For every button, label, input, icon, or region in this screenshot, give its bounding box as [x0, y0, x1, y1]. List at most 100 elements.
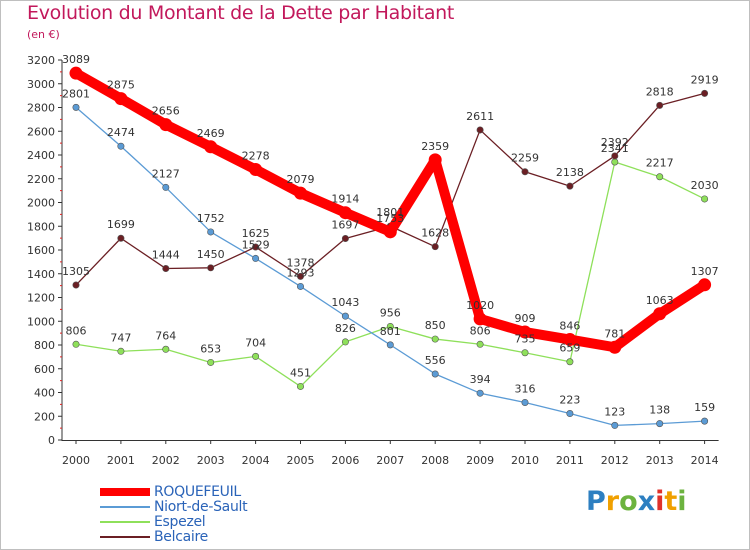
data-point-roquefeuil	[159, 118, 173, 132]
x-tick-label: 2009	[466, 454, 494, 467]
data-label-belcaire: 2818	[646, 85, 674, 98]
data-label-belcaire: 1697	[331, 218, 359, 231]
data-label-espezel: 2341	[601, 142, 629, 155]
series-line-espezel	[75, 161, 706, 388]
legend-swatch-belcaire	[100, 535, 150, 538]
data-label-roquefeuil: 2469	[197, 127, 225, 140]
data-point-roquefeuil	[294, 186, 307, 200]
x-tick-label: 2006	[331, 454, 359, 467]
legend-item-belcaire: Belcaire	[100, 528, 247, 545]
data-point-niort-de-sault	[701, 417, 709, 425]
y-tick-label: 600	[34, 363, 55, 376]
data-label-roquefeuil: 2656	[152, 105, 180, 118]
x-tick-label: 2010	[511, 454, 539, 467]
x-tick-label: 2004	[242, 454, 270, 467]
data-point-espezel	[162, 345, 170, 353]
data-label-niort-de-sault: 123	[604, 405, 625, 418]
legend-swatch-niort	[100, 505, 150, 508]
data-point-niort-de-sault	[431, 370, 439, 378]
data-point-belcaire	[207, 264, 215, 272]
data-point-roquefeuil	[473, 312, 487, 326]
data-label-espezel: 806	[66, 324, 87, 337]
data-point-espezel	[431, 335, 439, 343]
data-label-niort-de-sault: 1293	[287, 266, 315, 279]
data-point-espezel	[252, 352, 260, 360]
data-point-niort-de-sault	[476, 389, 484, 397]
data-label-espezel: 2030	[691, 179, 719, 192]
x-tick-label: 2005	[287, 454, 315, 467]
data-point-espezel	[521, 349, 529, 357]
data-label-niort-de-sault: 556	[425, 354, 446, 367]
data-label-belcaire: 1801	[376, 206, 404, 219]
data-label-belcaire: 2259	[511, 152, 539, 165]
data-label-roquefeuil: 1914	[331, 193, 359, 206]
data-label-belcaire: 2138	[556, 166, 584, 179]
data-label-niort-de-sault: 159	[694, 401, 715, 414]
x-tick-label: 2000	[62, 454, 90, 467]
data-label-niort-de-sault: 223	[559, 394, 580, 407]
data-label-espezel: 826	[335, 322, 356, 335]
data-label-espezel: 735	[515, 333, 536, 346]
data-label-roquefeuil: 1063	[646, 294, 674, 307]
data-label-espezel: 2217	[646, 157, 674, 170]
data-label-roquefeuil: 846	[559, 320, 580, 333]
data-point-roquefeuil	[608, 340, 622, 354]
data-point-belcaire	[431, 243, 439, 251]
x-tick-label: 2014	[691, 454, 719, 467]
data-point-niort-de-sault	[521, 398, 529, 406]
data-point-espezel	[611, 158, 619, 166]
legend-label-niort: Niort-de-Sault	[154, 498, 248, 515]
data-label-roquefeuil: 1753	[376, 212, 404, 225]
data-label-espezel: 747	[110, 331, 131, 344]
data-label-niort-de-sault: 2127	[152, 167, 180, 180]
chart-subtitle: (en €)	[27, 28, 60, 41]
data-label-belcaire: 1305	[62, 265, 90, 278]
data-point-niort-de-sault	[72, 103, 80, 111]
data-label-roquefeuil: 781	[604, 327, 625, 340]
data-point-espezel	[72, 340, 80, 348]
x-tick-label: 2003	[197, 454, 225, 467]
data-label-espezel: 806	[470, 324, 491, 337]
legend-item-roquefeuil: ROQUEFEUIL	[100, 484, 247, 500]
x-tick-label: 2013	[646, 454, 674, 467]
data-label-roquefeuil: 1020	[466, 299, 494, 312]
y-tick-label: 400	[34, 387, 55, 400]
legend-label-belcaire: Belcaire	[154, 528, 208, 545]
data-label-niort-de-sault: 1043	[331, 296, 359, 309]
y-tick-label: 2600	[27, 125, 55, 138]
x-tick-label: 2007	[376, 454, 404, 467]
data-label-roquefeuil: 909	[515, 312, 536, 325]
chart-title: Evolution du Montant de la Dette par Hab…	[27, 2, 455, 24]
data-point-niort-de-sault	[162, 183, 170, 191]
data-point-niort-de-sault	[341, 312, 349, 320]
data-label-roquefeuil: 2359	[421, 140, 449, 153]
data-point-espezel	[341, 338, 349, 346]
legend-item-espezel: Espezel	[100, 513, 247, 530]
data-label-niort-de-sault: 316	[515, 382, 536, 395]
data-point-niort-de-sault	[117, 142, 125, 150]
x-tick-label: 2002	[152, 454, 180, 467]
legend-label-espezel: Espezel	[154, 513, 206, 530]
legend-swatch-espezel	[100, 520, 150, 523]
data-label-espezel: 451	[290, 366, 311, 379]
x-tick-label: 2001	[107, 454, 135, 467]
data-label-belcaire: 1378	[287, 256, 315, 269]
data-point-belcaire	[701, 89, 709, 97]
y-tick-label: 2400	[27, 149, 55, 162]
data-label-niort-de-sault: 2474	[107, 126, 135, 139]
data-point-niort-de-sault	[611, 421, 619, 429]
data-point-roquefeuil	[698, 278, 712, 292]
data-point-belcaire	[521, 168, 529, 176]
y-tick-label: 0	[48, 434, 55, 447]
x-tick-label: 2011	[556, 454, 584, 467]
series-line-niort-de-sault	[75, 106, 706, 427]
data-label-belcaire: 1628	[421, 227, 449, 240]
y-tick-label: 800	[34, 339, 55, 352]
data-point-roquefeuil	[383, 225, 397, 239]
data-label-espezel: 956	[380, 306, 401, 319]
data-label-belcaire: 2919	[691, 73, 719, 86]
y-tick-label: 1800	[27, 220, 55, 233]
data-point-espezel	[386, 322, 394, 330]
y-tick-label: 2200	[27, 173, 55, 186]
y-tick-label: 1200	[27, 292, 55, 305]
